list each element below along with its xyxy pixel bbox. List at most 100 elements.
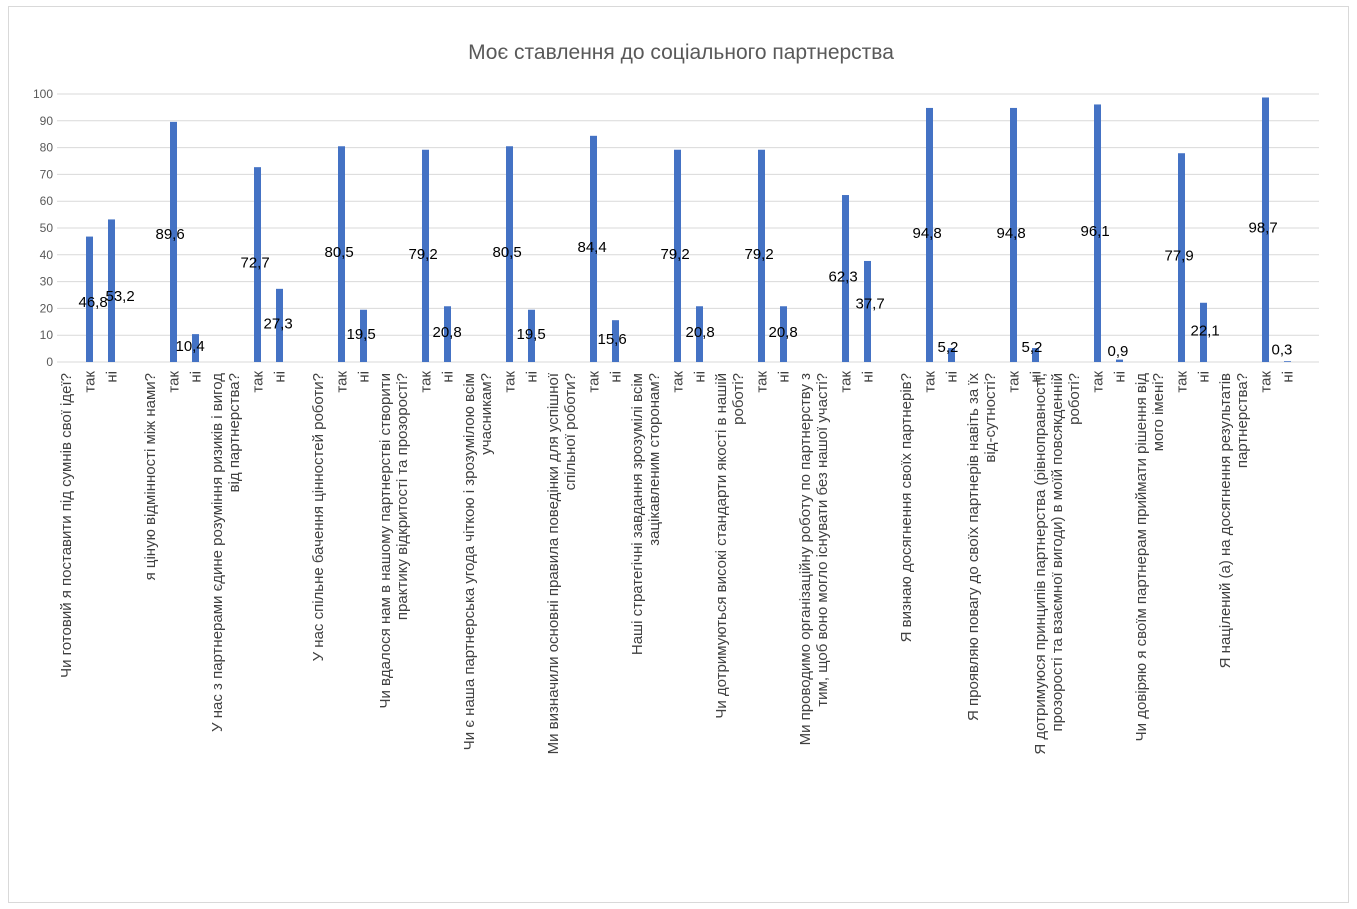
chart-frame: Моє ставлення до соціального партнерства… (8, 6, 1349, 903)
bar-tak (590, 135, 597, 362)
x-category-label-line: від-сутності? (982, 373, 999, 463)
bar-ni (696, 306, 703, 362)
bar-ni (528, 309, 535, 362)
x-category-label-line: Чи дотримуються високі стандарти якості … (713, 373, 730, 719)
data-label: 53,2 (106, 288, 135, 305)
x-category-label: Чи є наша партнерська угода чіткою і зро… (461, 373, 495, 750)
data-label: 20,8 (433, 324, 462, 341)
x-subcategory-label: так (502, 371, 519, 393)
data-label: 0,9 (1108, 343, 1129, 360)
data-label: 19,5 (517, 326, 546, 343)
data-label: 84,4 (578, 239, 607, 256)
x-category-label-line: Чи є наша партнерська угода чіткою і зро… (461, 373, 478, 750)
x-category-label-line: Чи вдалося нам в нашому партнерстві ство… (377, 373, 394, 709)
data-label: 79,2 (745, 246, 774, 263)
x-category-label: У нас з партнерами єдине розуміння ризик… (209, 373, 243, 732)
x-category-label: Ми визначили основні правила поведінки д… (545, 372, 579, 754)
x-category-label-line: роботі? (1066, 373, 1083, 425)
x-category-label-line: мого імені? (1150, 373, 1167, 451)
x-category-label: Я проявляю повагу до своїх партнерів нав… (965, 373, 999, 721)
y-tick-label: 40 (40, 248, 54, 262)
bar-tak (926, 107, 933, 362)
y-tick-label: 30 (40, 275, 54, 289)
x-category-label-line: У нас з партнерами єдине розуміння ризик… (209, 373, 226, 732)
bar-ni (1116, 359, 1123, 362)
x-subcategory-label: так (418, 371, 435, 393)
x-subcategory-label: так (166, 371, 183, 393)
x-category-label: Чи довіряю я своїм партнерам приймати рі… (1133, 373, 1167, 742)
bar-tak (1010, 107, 1017, 362)
x-subcategory-label: ні (692, 371, 709, 383)
y-tick-label: 60 (40, 194, 54, 208)
y-tick-label: 90 (40, 114, 54, 128)
data-label: 94,8 (913, 225, 942, 242)
x-category-label-line: від партнерства? (226, 373, 243, 492)
x-category-label: Чи дотримуються високі стандарти якості … (713, 373, 747, 719)
x-category-label: я ціную відмінності між нами? (142, 373, 159, 580)
y-tick-label: 10 (40, 328, 54, 342)
bar-chart: Моє ставлення до соціального партнерства… (33, 41, 1319, 755)
bar-tak (422, 149, 429, 362)
bar-tak (842, 195, 849, 362)
data-label: 62,3 (829, 269, 858, 286)
y-tick-label: 0 (46, 355, 53, 369)
data-label: 80,5 (325, 244, 354, 261)
x-subcategory-label: так (1090, 371, 1107, 393)
x-subcategory-label: ні (104, 371, 121, 383)
bar-tak (1178, 153, 1185, 362)
x-category-label-line: роботі? (730, 373, 747, 425)
x-subcategory-label: так (670, 371, 687, 393)
bar-tak (338, 146, 345, 362)
y-axis-ticks: 0 10 20 30 40 50 60 70 80 90 100 (33, 87, 53, 369)
x-category-label-line: Чи готовий я поставити під сумнів свої і… (58, 373, 75, 678)
x-category-label-line: тим, щоб воно могло існувати без нашої у… (814, 373, 831, 707)
y-tick-label: 50 (40, 221, 54, 235)
data-label: 20,8 (686, 324, 715, 341)
x-subcategory-label: ні (356, 371, 373, 383)
x-subcategory-label: ні (776, 371, 793, 383)
x-subcategory-label: так (250, 371, 267, 393)
x-category-label-line: Я націлений (а) на досягнення результаті… (1217, 373, 1234, 668)
x-category-label: Наші стратегічні завдання зрозумілі всім… (629, 373, 663, 655)
x-subcategory-label: так (1174, 371, 1191, 393)
x-category-label: Чи вдалося нам в нашому партнерстві ство… (377, 373, 411, 709)
data-labels: 46,853,2 89,6 10,4 72,7 27,3 80,5 19,5 79,2 20,8… (79, 220, 1293, 360)
chart-title: Моє ставлення до соціального партнерства (468, 41, 894, 64)
gridlines (57, 93, 1319, 363)
x-category-label-line: Я дотримуюся принципів партнерства (рівн… (1032, 373, 1049, 755)
bar-tak (1094, 104, 1101, 363)
x-subcategory-label: так (586, 371, 603, 393)
bar-tak (170, 121, 177, 362)
y-tick-label: 20 (40, 301, 54, 315)
x-category-label-line: Наші стратегічні завдання зрозумілі всім (629, 373, 646, 655)
data-label: 46,8 (79, 294, 108, 311)
bar-ni (360, 309, 367, 362)
data-label: 15,6 (598, 331, 627, 348)
x-subcategory-label: ні (440, 371, 457, 383)
x-subcategory-label: так (334, 371, 351, 393)
bar-ni (1032, 348, 1039, 362)
x-category-label: Я націлений (а) на досягнення результаті… (1217, 373, 1251, 668)
x-subcategory-label: ні (860, 371, 877, 383)
x-category-label: У нас спільне бачення цінностей роботи? (310, 373, 327, 661)
x-category-label-line: зацікавленим сторонам? (646, 373, 663, 546)
bar-ni (864, 260, 871, 362)
x-subcategory-label: ні (1028, 371, 1045, 383)
data-label: 98,7 (1249, 220, 1278, 237)
x-subcategory-label: ні (188, 371, 205, 383)
x-category-label: Чи готовий я поставити під сумнів свої і… (58, 373, 75, 678)
data-label: 79,2 (661, 246, 690, 263)
x-category-label-line: партнерства? (1234, 373, 1251, 468)
x-subcategory-label: так (1258, 371, 1275, 393)
x-category-label-line: спільної роботи? (562, 373, 579, 490)
x-category-label: Ми проводимо організаційну роботу по пар… (797, 373, 831, 745)
x-subcategory-label: ні (524, 371, 541, 383)
bar-ni (780, 306, 787, 362)
data-label: 5,2 (938, 339, 959, 356)
x-subcategory-label: ні (944, 371, 961, 383)
data-label: 37,7 (856, 295, 885, 312)
bar-ni (612, 320, 619, 362)
x-category-label: Я дотримуюся принципів партнерства (рівн… (1032, 373, 1083, 755)
data-label: 94,8 (997, 225, 1026, 242)
y-tick-label: 100 (33, 87, 53, 101)
